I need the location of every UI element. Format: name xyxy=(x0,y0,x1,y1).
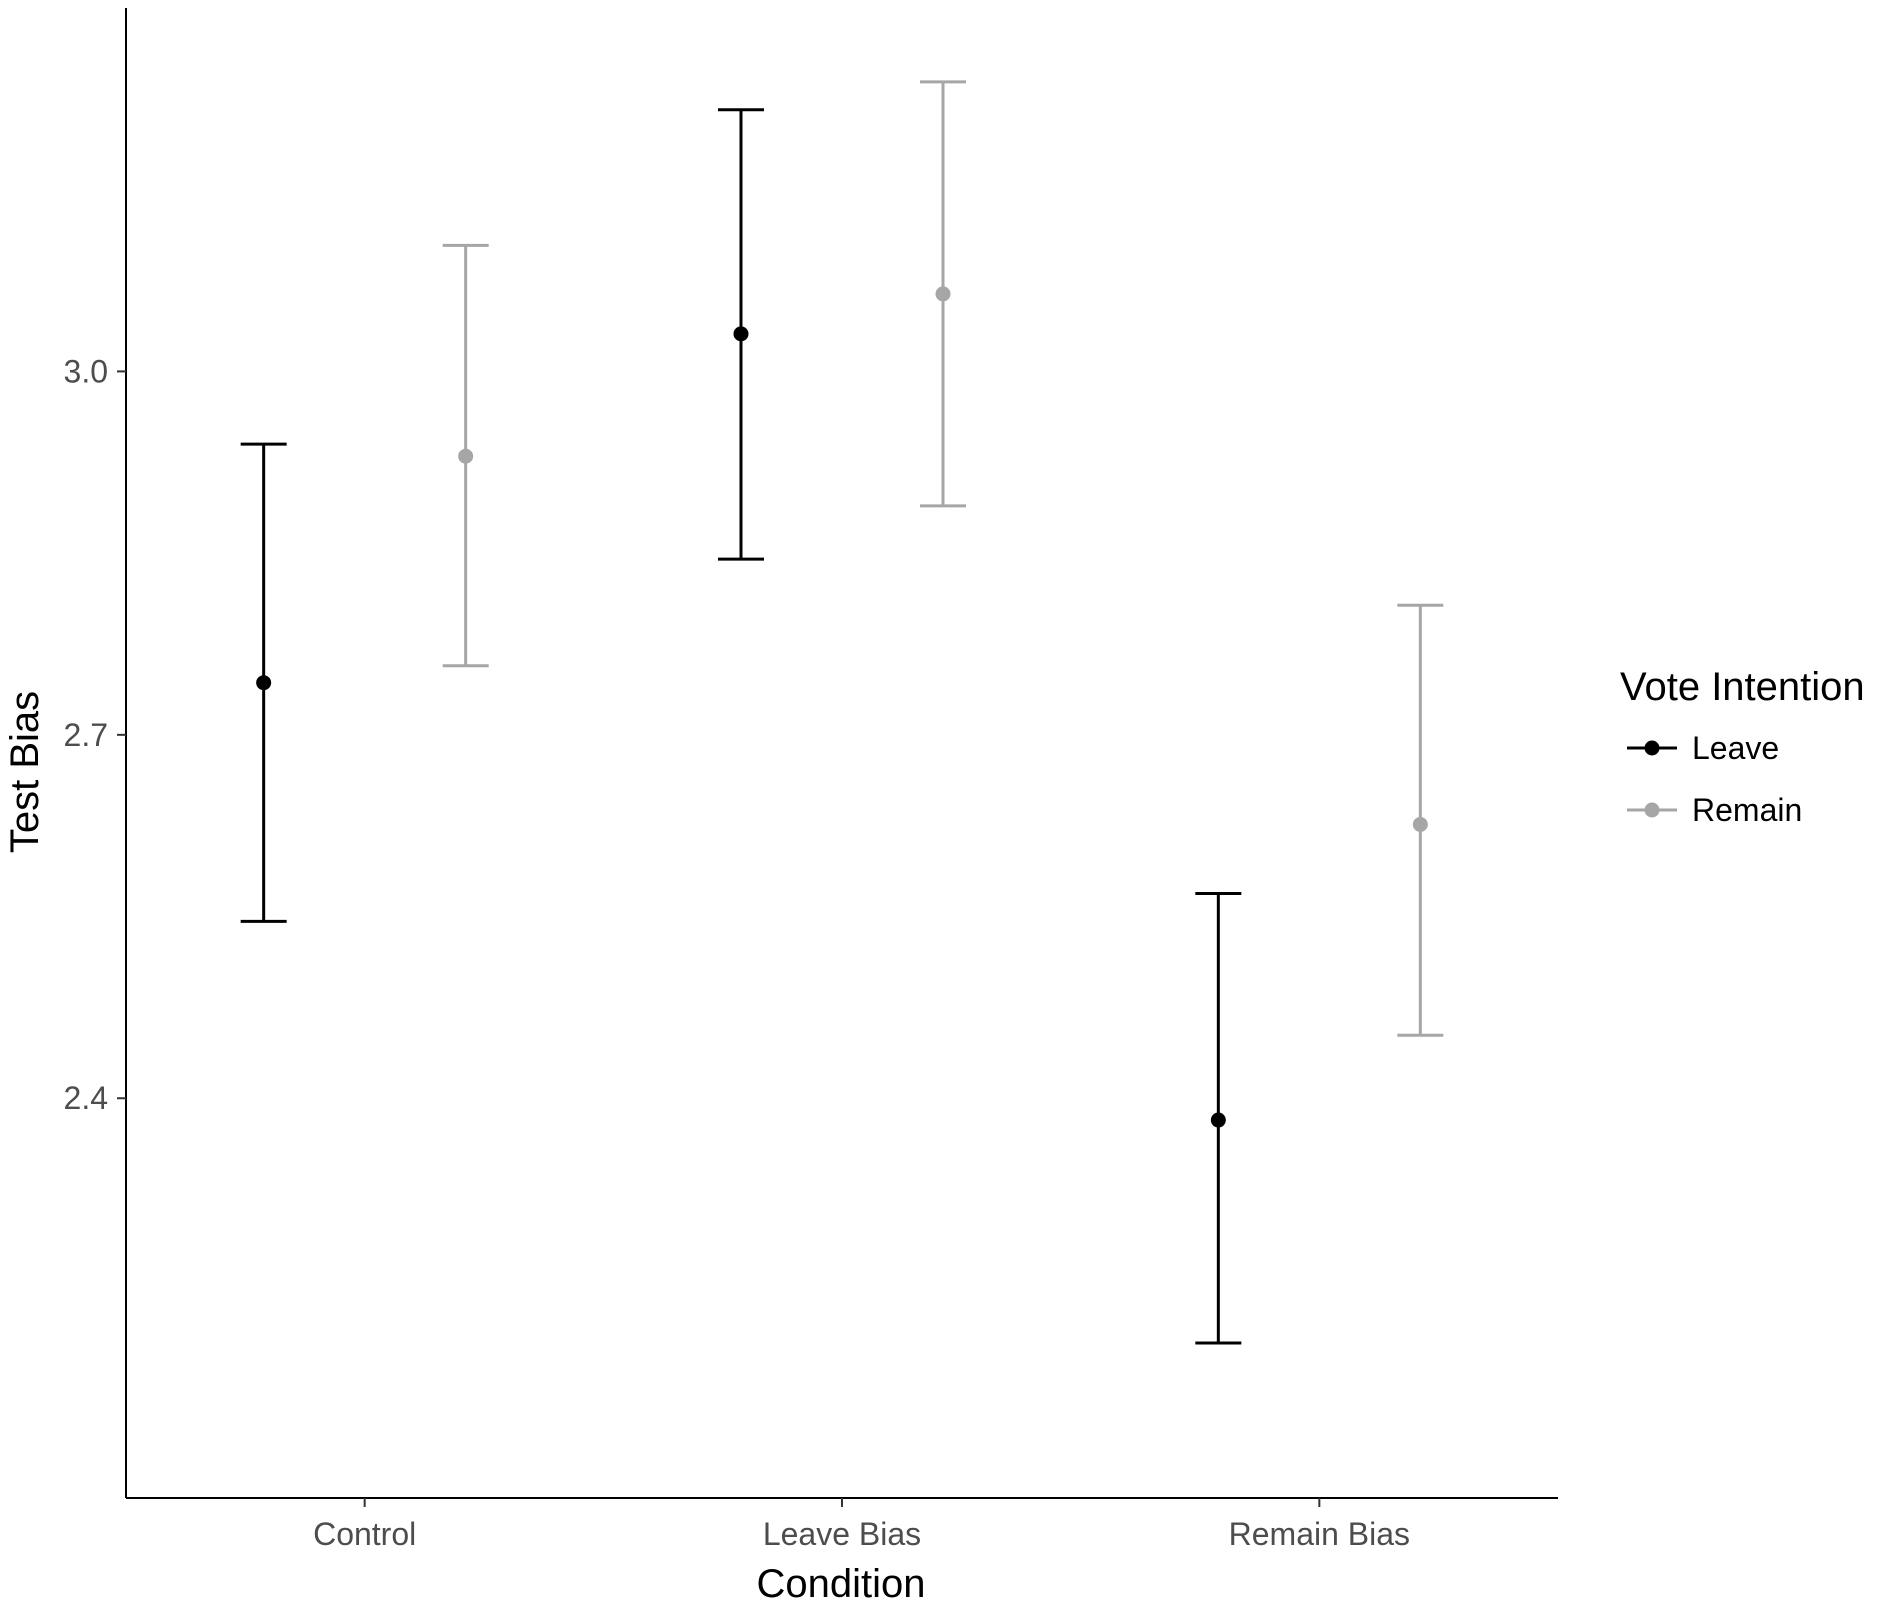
data-point xyxy=(733,326,749,342)
x-tick-label: Remain Bias xyxy=(1229,1516,1410,1552)
legend-key-point xyxy=(1644,740,1660,756)
legend-label: Leave xyxy=(1692,730,1779,766)
data-point xyxy=(1210,1112,1226,1128)
y-axis-title: Test Bias xyxy=(3,691,47,853)
y-tick-label: 3.0 xyxy=(64,353,108,389)
legend-label: Remain xyxy=(1692,792,1802,828)
x-axis-ticks: Control Leave Bias Remain Bias xyxy=(313,1498,1410,1552)
x-axis-title: Condition xyxy=(756,1562,925,1604)
series-leave xyxy=(240,108,1242,1345)
legend-key-point xyxy=(1644,802,1660,818)
data-marks xyxy=(240,80,1444,1345)
legend-title: Vote Intention xyxy=(1620,665,1865,709)
y-tick-label: 2.4 xyxy=(64,1080,108,1116)
series-remain xyxy=(442,80,1444,1037)
data-point xyxy=(458,448,474,464)
x-tick-label: Leave Bias xyxy=(763,1516,921,1552)
data-point xyxy=(256,675,272,691)
plot-axes xyxy=(125,8,1558,1499)
data-point xyxy=(935,286,951,302)
y-axis-ticks: 2.4 2.7 3.0 xyxy=(64,353,126,1116)
data-point xyxy=(1412,816,1428,832)
x-tick-label: Control xyxy=(313,1516,416,1552)
y-tick-label: 2.7 xyxy=(64,717,108,753)
legend: Vote Intention Leave Remain xyxy=(1620,665,1865,828)
